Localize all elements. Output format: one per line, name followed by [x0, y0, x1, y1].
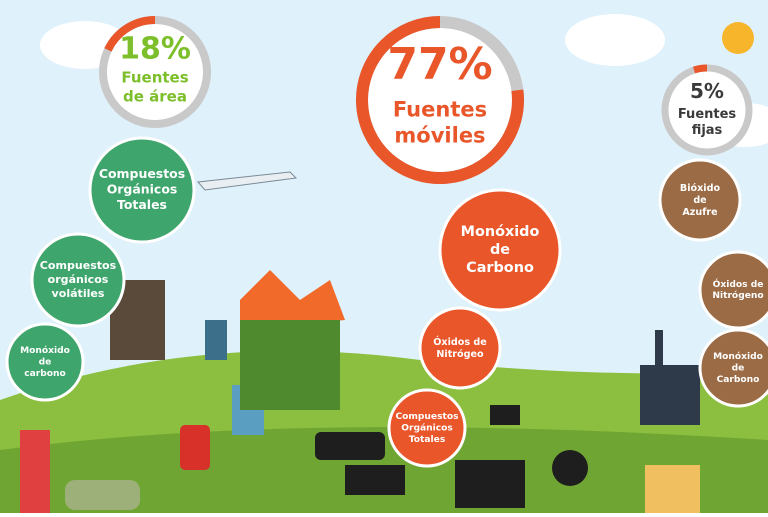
percent-label: 18% [119, 32, 191, 67]
source-title: de área [123, 87, 187, 105]
pollutant-label: Monóxido [713, 351, 763, 362]
canister [180, 425, 210, 470]
source-title: Fuentes [678, 107, 737, 122]
sun [722, 22, 754, 54]
source-title: Fuentes [121, 69, 188, 87]
percent-label: 5% [690, 79, 724, 103]
pollutant-label: carbono [24, 369, 66, 379]
percent-label: 77% [387, 39, 492, 90]
chimney [655, 330, 663, 370]
trees [240, 320, 340, 410]
pollutant-label: Monóxido [20, 345, 70, 356]
pollutant-label: Compuestos [99, 166, 185, 181]
factory [640, 365, 700, 425]
factory [645, 465, 700, 513]
gas-pump [20, 430, 50, 513]
pollutant-label: Totales [117, 197, 167, 212]
pollutant-label: Monóxido [461, 224, 540, 240]
cloud [565, 14, 665, 66]
pollutant-label: de [39, 358, 52, 368]
source-title: móviles [394, 124, 485, 148]
pollutant-label: de [732, 364, 745, 374]
pollutant-label: Orgánicos [401, 424, 453, 434]
building [205, 320, 227, 360]
percent-arc [694, 68, 707, 70]
pollutant-label: Óxidos de [433, 335, 487, 348]
car [65, 480, 140, 510]
pollutant-label: Carbono [466, 260, 534, 276]
smoke [552, 450, 588, 486]
car [315, 432, 385, 460]
infographic: 18%Fuentesde áreaCompuestosOrgánicosTota… [0, 0, 768, 513]
pollutant-label: Nitrógeo [436, 348, 484, 360]
pollutant-label: de [490, 242, 510, 258]
pollutant-label: volátiles [52, 287, 105, 300]
truck [455, 460, 525, 508]
pollutant-label: Óxidos de [713, 278, 764, 290]
pollutant-label: Bióxido [680, 182, 721, 194]
truck [345, 465, 405, 495]
pollutant-label: Azufre [682, 207, 718, 218]
pollutant-bubble [420, 308, 500, 388]
pollutant-label: Carbono [717, 375, 760, 385]
pollutant-label: orgánicos [48, 273, 109, 286]
pollutant-label: Compuestos [395, 412, 458, 422]
pollutant-label: Totales [409, 435, 446, 445]
source-title: fijas [692, 123, 723, 138]
pollutant-label: Nitrógeno [712, 290, 763, 301]
pollutant-label: Compuestos [40, 259, 117, 272]
pollutant-label: de [693, 195, 707, 206]
pollutant-label: Orgánicos [107, 182, 178, 197]
page: 18%Fuentesde áreaCompuestosOrgánicosTota… [0, 0, 768, 517]
source-title: Fuentes [393, 97, 487, 121]
pollutant-bubble [700, 252, 768, 328]
van [490, 405, 520, 425]
